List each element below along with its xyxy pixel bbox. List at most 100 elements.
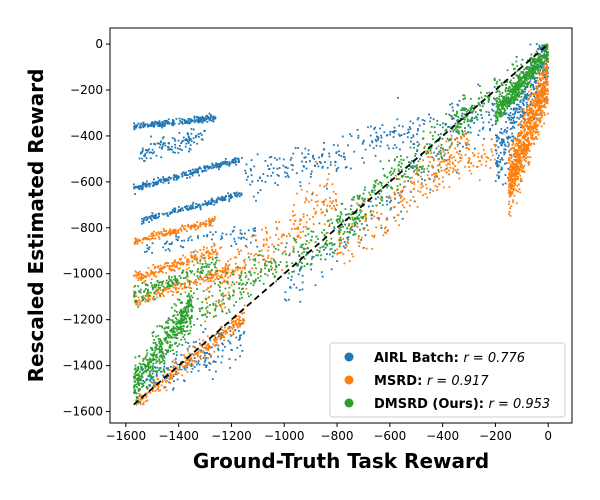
data-point [190, 317, 193, 319]
data-point [175, 368, 178, 371]
data-point [158, 215, 160, 218]
data-point [431, 156, 434, 159]
data-point [523, 154, 525, 157]
data-point [221, 161, 224, 163]
data-point [164, 229, 167, 232]
data-point [181, 207, 184, 209]
data-point [183, 172, 186, 174]
data-point [164, 263, 166, 265]
data-point [207, 296, 210, 299]
data-point [233, 161, 235, 164]
data-point [460, 157, 463, 159]
data-point [337, 144, 339, 147]
data-point [386, 216, 388, 219]
data-point [134, 295, 136, 298]
data-point [205, 298, 208, 301]
data-point [316, 249, 319, 251]
data-point [501, 158, 504, 161]
data-point [179, 277, 182, 279]
data-point [186, 326, 188, 328]
data-point [222, 197, 225, 200]
data-point [185, 318, 187, 320]
data-point [515, 121, 518, 123]
data-point [438, 151, 441, 153]
data-point [137, 285, 139, 288]
data-point [146, 180, 148, 183]
data-point [194, 353, 196, 356]
data-point [232, 289, 235, 292]
data-point [193, 273, 196, 276]
data-point [331, 255, 334, 258]
data-point [213, 203, 216, 206]
data-point [194, 119, 196, 122]
data-point [518, 188, 521, 191]
data-point [226, 265, 229, 268]
data-point [139, 401, 142, 403]
data-point [244, 232, 246, 235]
data-point [351, 216, 354, 219]
data-point [179, 258, 181, 261]
data-point [508, 169, 511, 171]
data-point [527, 136, 530, 139]
data-point [447, 162, 449, 165]
data-point [526, 134, 529, 136]
data-point [275, 280, 277, 283]
data-point [173, 334, 176, 336]
data-point [199, 356, 201, 359]
data-point [327, 173, 330, 175]
data-point [133, 187, 136, 190]
data-point [527, 140, 530, 143]
data-point [168, 375, 171, 378]
data-point [211, 378, 214, 380]
data-point [308, 241, 310, 244]
data-point [529, 123, 532, 126]
data-point [173, 265, 176, 268]
data-point [224, 275, 227, 277]
data-point [161, 292, 163, 295]
data-point [540, 112, 543, 114]
data-point [174, 232, 176, 235]
data-point [182, 311, 185, 313]
data-point [519, 114, 522, 116]
data-point [199, 310, 201, 313]
data-point [178, 343, 181, 346]
data-point [481, 105, 484, 108]
data-point [512, 143, 515, 145]
data-point [161, 124, 163, 127]
data-point [522, 110, 525, 113]
data-point [151, 389, 154, 391]
data-point [149, 385, 151, 387]
data-point [335, 198, 337, 201]
data-point [436, 189, 439, 191]
data-point [170, 268, 172, 271]
data-point [145, 394, 148, 397]
data-point [349, 133, 351, 136]
data-point [164, 179, 166, 181]
data-point [536, 96, 538, 99]
data-point [295, 172, 298, 175]
data-point [523, 99, 525, 102]
data-point [508, 118, 511, 121]
data-point [187, 122, 189, 125]
data-point [215, 201, 218, 204]
data-point [510, 127, 513, 130]
data-point [203, 246, 205, 249]
data-point [150, 281, 152, 284]
data-point [350, 135, 353, 137]
data-point [517, 134, 520, 137]
data-point [184, 330, 187, 333]
data-point [535, 86, 538, 89]
data-point [527, 118, 530, 121]
data-point [201, 351, 204, 353]
data-point [190, 371, 193, 373]
data-point [266, 260, 268, 263]
data-point [539, 100, 541, 103]
data-point [264, 226, 267, 229]
data-point [189, 329, 192, 332]
data-point [141, 386, 143, 388]
data-point [241, 288, 243, 290]
data-point [511, 163, 513, 166]
data-point [203, 266, 206, 268]
data-point [182, 171, 185, 174]
data-point [202, 290, 205, 292]
